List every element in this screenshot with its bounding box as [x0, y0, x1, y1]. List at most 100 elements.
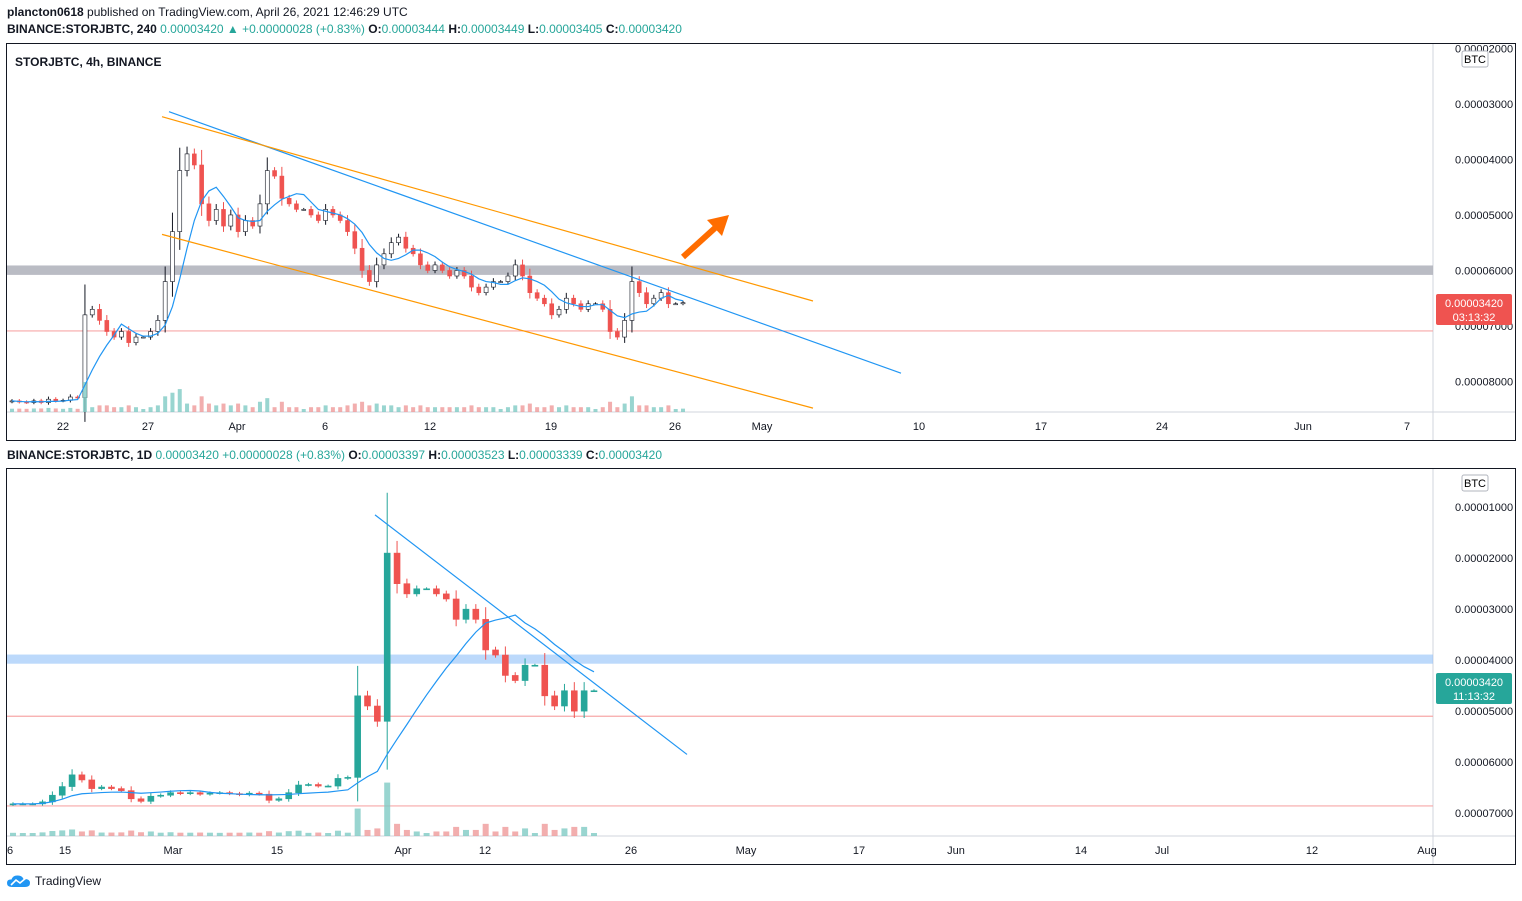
volume-bar [411, 407, 416, 412]
bottom-h-label: H: [428, 448, 442, 462]
descending-trendline[interactable] [374, 514, 688, 755]
candle-body [148, 331, 153, 338]
volume-bar [24, 408, 29, 412]
candle-body [590, 690, 598, 693]
candle-body [571, 297, 576, 305]
volume-bar [246, 832, 253, 836]
chart-4h-svg[interactable]: STORJBTC, 4h, BINANCE 0.000080000.000070… [7, 44, 1515, 440]
volume-bar [484, 407, 489, 412]
candle-body [534, 292, 540, 299]
candle-body [155, 320, 161, 332]
bottom-o-label: O: [348, 448, 362, 462]
volume-bar [19, 833, 26, 836]
candle-body [295, 784, 302, 793]
candle-body [413, 588, 421, 595]
candle-body [636, 281, 642, 293]
breakout-arrow[interactable] [680, 215, 729, 260]
volume-bar [651, 407, 656, 412]
volume-bar [512, 831, 519, 836]
support-resistance-zone[interactable] [7, 265, 1433, 275]
currency-badge[interactable]: BTC [1464, 54, 1486, 66]
candle-body [323, 209, 328, 221]
channel-lower-line[interactable] [161, 233, 814, 409]
volume-bar [118, 832, 125, 836]
volume-bar [88, 830, 95, 836]
time-tick-label: 17 [1035, 421, 1047, 433]
volume-bar [462, 829, 469, 836]
candle-body [462, 608, 470, 620]
volume-bar [462, 407, 467, 412]
volume-bar [49, 831, 56, 836]
volume-bar [294, 407, 299, 412]
brand-name: TradingView [35, 874, 102, 888]
currency-badge-box[interactable] [1461, 50, 1489, 68]
support-resistance-zone[interactable] [7, 654, 1433, 664]
channel-upper-line[interactable] [161, 116, 814, 302]
volume-bar [177, 832, 184, 836]
volume-bar [505, 407, 510, 412]
candle-body [196, 792, 204, 795]
price-tick-label: 0.00001000 [1455, 502, 1513, 514]
volume-bar [454, 407, 459, 412]
currency-badge[interactable]: BTC [1464, 478, 1486, 490]
tradingview-logo[interactable]: TradingView [7, 874, 101, 888]
volume-bar [10, 832, 16, 836]
volume-bar [316, 407, 321, 412]
volume-bar [185, 403, 190, 412]
candle-body [213, 209, 219, 221]
candle-body [472, 608, 480, 620]
candle-body [308, 209, 314, 216]
candle-body [673, 303, 679, 306]
volume-bar [272, 407, 277, 412]
candle-body [491, 281, 496, 288]
price-tick-label: 0.00005000 [1455, 210, 1513, 222]
candle-body [177, 170, 183, 232]
chart-1d-svg[interactable]: 0.00007000 0.00006000 0.00005000 0.00004000… [7, 469, 1515, 864]
candle-body [352, 231, 358, 249]
time-tick-label: May [752, 421, 773, 433]
candle-body [345, 220, 350, 232]
publisher-name[interactable]: plancton0618 [7, 5, 84, 19]
chart-panel-4h[interactable]: STORJBTC, 4h, BINANCE 0.00008000 0.000070… [6, 43, 1516, 441]
volume-bar [396, 407, 401, 412]
time-tick-label: Jul [1155, 845, 1169, 857]
chart-panel-1d[interactable]: 0.00007000 0.00006000 0.00005000 0.00004000… [6, 468, 1516, 865]
candle-body [186, 792, 194, 794]
candle-body [527, 275, 533, 293]
moving-average-line[interactable] [11, 186, 684, 403]
volume-bar [413, 831, 420, 836]
volume-bar [345, 405, 350, 412]
volume-bar [197, 832, 204, 836]
volume-bar [315, 832, 322, 836]
volume-bar [374, 403, 379, 412]
candle-body [542, 297, 547, 305]
volume-bar [472, 829, 479, 836]
candle-body [418, 253, 423, 266]
candle-body [442, 593, 450, 600]
volume-bar [571, 826, 578, 836]
top-change: ▲ +0.00000028 (+0.83%) [226, 22, 365, 36]
volume-bar [279, 401, 284, 412]
currency-badge-box[interactable] [1461, 474, 1489, 492]
volume-bar [192, 405, 197, 412]
moving-average-line[interactable] [13, 614, 595, 805]
candle-body [680, 302, 686, 305]
time-tick-label: 19 [545, 421, 557, 433]
volume-bar [266, 831, 273, 836]
bottom-price: 0.00003420 [155, 448, 219, 462]
time-tick-label: 16 [7, 845, 13, 857]
descending-trendline[interactable] [168, 111, 902, 374]
candle-body [133, 336, 139, 343]
candle-body [440, 264, 445, 271]
candle-body [157, 794, 165, 797]
volume-bar [425, 407, 430, 412]
candle-body [452, 598, 460, 620]
candle-body [104, 320, 110, 332]
volume-bar [531, 833, 538, 836]
price-tick-label: 0.00006000 [1455, 265, 1513, 277]
candle-body [167, 792, 174, 796]
candle-body [97, 309, 102, 321]
candle-body [265, 793, 273, 801]
volume-bar [46, 407, 51, 412]
candle-body [126, 331, 131, 343]
